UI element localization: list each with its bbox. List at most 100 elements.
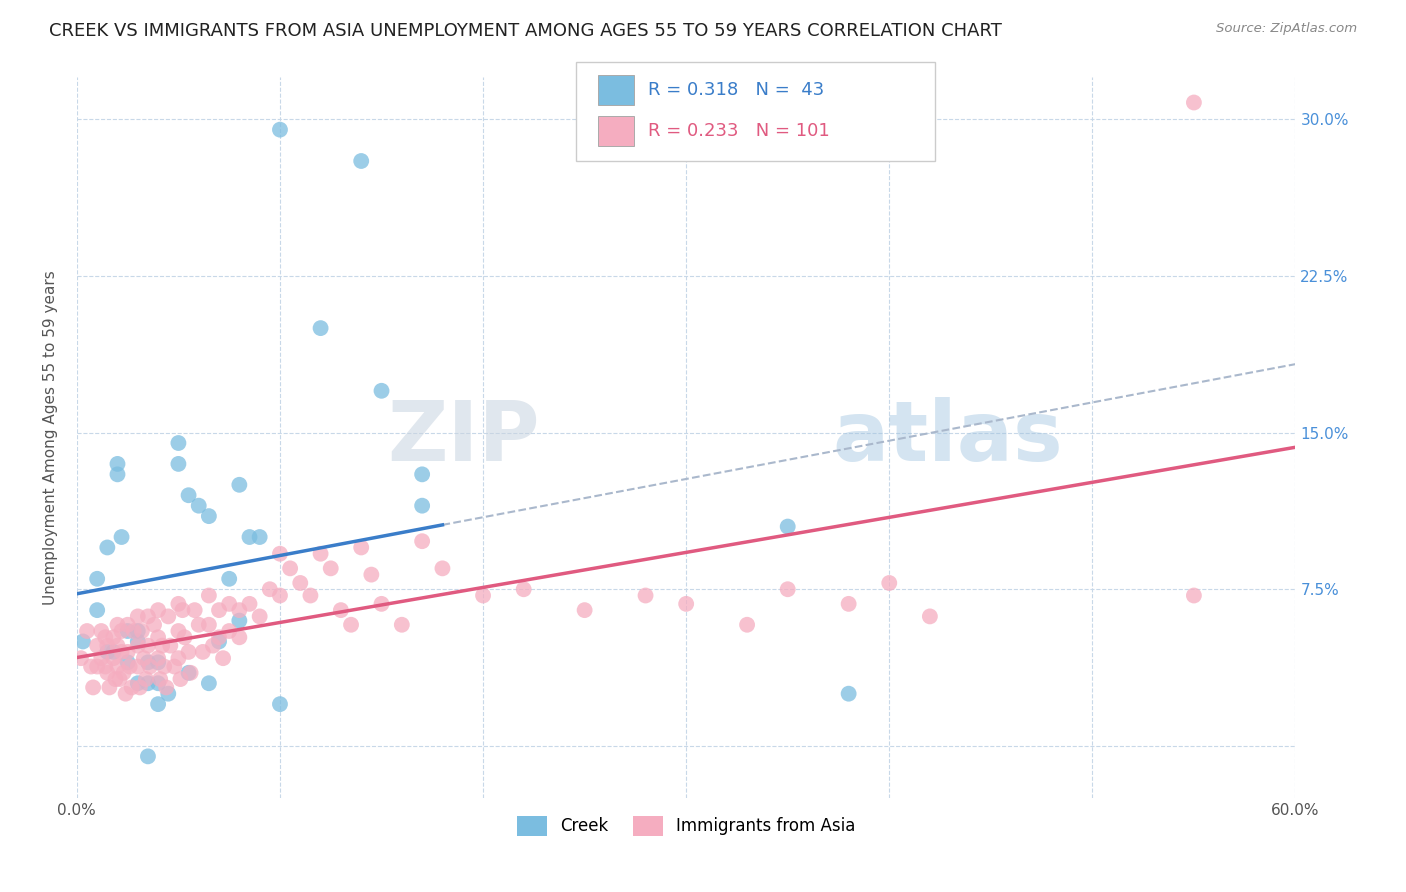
Point	[153, 659, 176, 673]
Point	[177, 645, 200, 659]
Point	[574, 603, 596, 617]
Point	[370, 384, 392, 398]
Point	[228, 603, 250, 617]
Point	[838, 687, 860, 701]
Point	[208, 634, 231, 648]
Point	[146, 697, 169, 711]
Point	[198, 509, 221, 524]
Point	[269, 547, 291, 561]
Legend: Creek, Immigrants from Asia: Creek, Immigrants from Asia	[508, 808, 865, 844]
Text: Source: ZipAtlas.com: Source: ZipAtlas.com	[1216, 22, 1357, 36]
Point	[86, 639, 108, 653]
Point	[110, 624, 132, 638]
Point	[86, 659, 108, 673]
Point	[103, 645, 125, 659]
Point	[96, 665, 118, 680]
Point	[177, 488, 200, 502]
Point	[228, 630, 250, 644]
Point	[218, 624, 240, 638]
Point	[127, 624, 149, 638]
Point	[228, 614, 250, 628]
Text: ZIP: ZIP	[388, 397, 540, 478]
Point	[121, 681, 143, 695]
Point	[139, 659, 162, 673]
Point	[86, 572, 108, 586]
Point	[146, 676, 169, 690]
Point	[180, 665, 202, 680]
Point	[278, 561, 301, 575]
Point	[70, 651, 93, 665]
Point	[432, 561, 454, 575]
Point	[136, 609, 159, 624]
Point	[136, 639, 159, 653]
Point	[150, 639, 173, 653]
Point	[146, 656, 169, 670]
Point	[918, 609, 941, 624]
Point	[238, 597, 260, 611]
Point	[107, 659, 129, 673]
Point	[82, 681, 104, 695]
Point	[136, 656, 159, 670]
Point	[208, 630, 231, 644]
Point	[212, 651, 235, 665]
Point	[167, 457, 190, 471]
Point	[117, 617, 139, 632]
Point	[132, 651, 155, 665]
Point	[72, 634, 94, 648]
Point	[208, 603, 231, 617]
Point	[877, 576, 900, 591]
Point	[104, 672, 127, 686]
Point	[675, 597, 697, 611]
Point	[96, 645, 118, 659]
Point	[90, 624, 112, 638]
Text: R = 0.318   N =  43: R = 0.318 N = 43	[648, 81, 824, 99]
Point	[108, 672, 131, 686]
Point	[259, 582, 281, 597]
Point	[228, 477, 250, 491]
Point	[167, 436, 190, 450]
Point	[107, 467, 129, 482]
Point	[135, 672, 157, 686]
Point	[143, 617, 166, 632]
Point	[269, 697, 291, 711]
Point	[238, 530, 260, 544]
Point	[117, 624, 139, 638]
Point	[391, 617, 413, 632]
Point	[198, 589, 221, 603]
Point	[191, 645, 214, 659]
Point	[173, 630, 195, 644]
Point	[110, 645, 132, 659]
Point	[350, 541, 373, 555]
Point	[177, 665, 200, 680]
Point	[98, 681, 121, 695]
Point	[167, 624, 190, 638]
Point	[136, 676, 159, 690]
Text: atlas: atlas	[832, 397, 1063, 478]
Point	[118, 659, 141, 673]
Point	[122, 624, 145, 638]
Point	[96, 639, 118, 653]
Point	[155, 681, 177, 695]
Point	[512, 582, 534, 597]
Point	[110, 530, 132, 544]
Point	[218, 597, 240, 611]
Point	[117, 656, 139, 670]
Point	[299, 589, 322, 603]
Point	[183, 603, 205, 617]
Point	[159, 639, 181, 653]
Point	[131, 624, 153, 638]
Point	[187, 499, 209, 513]
Point	[127, 659, 149, 673]
Point	[103, 630, 125, 644]
Point	[94, 630, 117, 644]
Point	[117, 645, 139, 659]
Point	[309, 321, 332, 335]
Point	[107, 639, 129, 653]
Point	[172, 603, 194, 617]
Point	[218, 572, 240, 586]
Point	[112, 665, 135, 680]
Point	[157, 687, 180, 701]
Point	[370, 597, 392, 611]
Point	[411, 499, 433, 513]
Point	[90, 651, 112, 665]
